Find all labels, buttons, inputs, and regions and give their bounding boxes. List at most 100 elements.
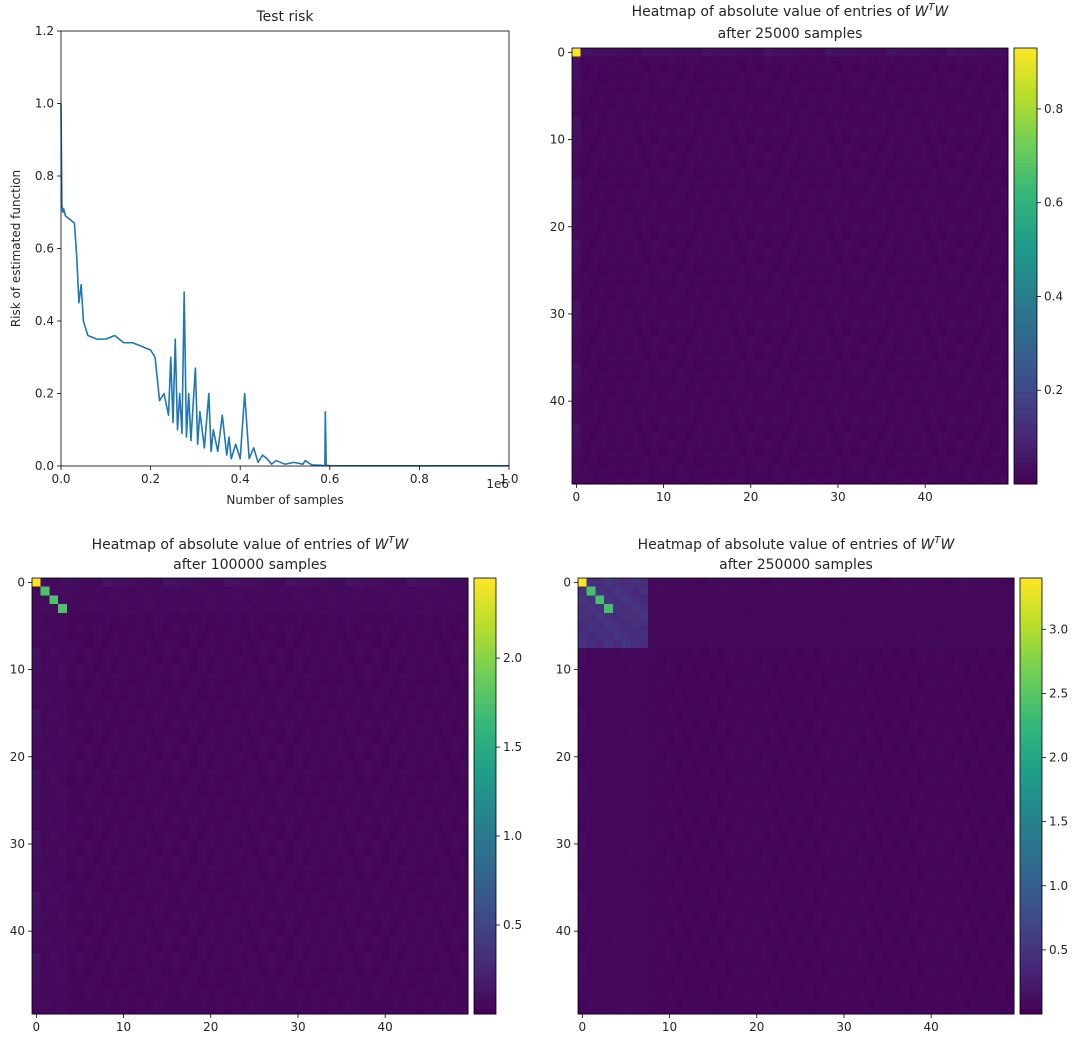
heatmap-cell — [798, 466, 808, 476]
heatmap-cell — [711, 449, 721, 459]
heatmap-cell — [171, 717, 181, 727]
heatmap-cell — [58, 734, 68, 744]
heatmap-cell — [267, 848, 277, 858]
heatmap-cell — [328, 700, 338, 710]
heatmap-cell — [990, 300, 1000, 310]
heatmap-cell — [964, 65, 974, 75]
heatmap-cell — [973, 396, 983, 406]
heatmap-cell — [833, 135, 843, 145]
heatmap-cell — [276, 761, 286, 771]
heatmap-cell — [276, 656, 286, 666]
heatmap-cell — [32, 621, 42, 631]
heatmap-cell — [398, 883, 408, 893]
heatmap-cell — [711, 82, 721, 92]
heatmap-cell — [877, 100, 887, 110]
heatmap-cell — [188, 717, 198, 727]
heatmap-cell — [633, 414, 643, 424]
heatmap-cell — [938, 170, 948, 180]
heatmap-cell — [267, 926, 277, 936]
heatmap-cell — [981, 222, 991, 232]
heatmap-cell — [816, 65, 826, 75]
heatmap-cell — [676, 353, 686, 363]
heatmap-cell — [258, 813, 268, 823]
colorbar-segment — [1014, 445, 1037, 452]
heatmap-cell — [851, 204, 861, 214]
heatmap-cell — [842, 274, 852, 284]
heatmap-cell — [720, 274, 730, 284]
heatmap-cell — [615, 335, 625, 345]
heatmap-cell — [215, 830, 225, 840]
heatmap-cell — [694, 82, 704, 92]
heatmap-cell — [842, 335, 852, 345]
heatmap-cell — [720, 48, 730, 58]
heatmap-cell — [737, 117, 747, 127]
heatmap-cell — [580, 248, 590, 258]
heatmap-cell — [363, 743, 373, 753]
heatmap-cell — [372, 586, 382, 596]
heatmap-cell — [572, 231, 582, 241]
heatmap-cell — [328, 891, 338, 901]
heatmap-cell — [798, 109, 808, 119]
heatmap-cell — [720, 361, 730, 371]
heatmap-cell — [929, 143, 939, 153]
heatmap-cell — [920, 422, 930, 432]
heatmap-cell — [354, 752, 364, 762]
heatmap-cell — [842, 100, 852, 110]
heatmap-cell — [354, 865, 364, 875]
x-tick-label: 0.4 — [231, 472, 250, 486]
colorbar-segment — [1014, 385, 1037, 392]
heatmap-cell — [755, 170, 765, 180]
heatmap-cell — [354, 726, 364, 736]
heatmap-cell — [877, 161, 887, 171]
heatmap-cell — [746, 283, 756, 293]
heatmap-cell — [424, 891, 434, 901]
heatmap-cell — [973, 405, 983, 415]
heatmap-cell — [755, 257, 765, 267]
heatmap-cell — [197, 604, 207, 614]
heatmap-cell — [859, 65, 869, 75]
heatmap-cell — [49, 734, 59, 744]
heatmap-cell — [798, 56, 808, 66]
heatmap-cell — [380, 708, 390, 718]
heatmap-cell — [737, 475, 747, 485]
heatmap-cell — [267, 665, 277, 675]
heatmap-cell — [624, 457, 634, 467]
heatmap-cell — [842, 178, 852, 188]
heatmap-cell — [215, 874, 225, 884]
heatmap-cell — [354, 595, 364, 605]
heatmap-cell — [75, 778, 85, 788]
heatmap-cell — [702, 91, 712, 101]
heatmap-cell — [946, 266, 956, 276]
heatmap-cell — [441, 743, 451, 753]
heatmap-cell — [633, 143, 643, 153]
heatmap-cell — [624, 222, 634, 232]
heatmap-cell — [459, 900, 469, 910]
heatmap-cell — [920, 109, 930, 119]
heatmap-cell — [755, 126, 765, 136]
heatmap-cell — [824, 48, 834, 58]
heatmap-cell — [215, 682, 225, 692]
heatmap-cell — [990, 457, 1000, 467]
heatmap-cell — [223, 935, 233, 945]
heatmap-cell — [615, 475, 625, 485]
heatmap-cell — [354, 900, 364, 910]
heatmap-cell — [93, 952, 103, 962]
heatmap-cell — [84, 621, 94, 631]
heatmap-cell — [589, 335, 599, 345]
heatmap-cell — [171, 944, 181, 954]
heatmap-cell — [598, 152, 608, 162]
heatmap-cell — [885, 370, 895, 380]
heatmap-cell — [755, 222, 765, 232]
heatmap-cell — [981, 379, 991, 389]
heatmap-cell — [903, 431, 913, 441]
heatmap-cell — [110, 743, 120, 753]
heatmap-cell — [572, 361, 582, 371]
heatmap-cell — [433, 743, 443, 753]
heatmap-cell — [293, 848, 303, 858]
heatmap-cell — [955, 65, 965, 75]
heatmap-cell — [842, 143, 852, 153]
heatmap-cell — [171, 883, 181, 893]
heatmap-cell — [206, 926, 216, 936]
heatmap-cell — [851, 100, 861, 110]
heatmap-cell — [75, 918, 85, 928]
